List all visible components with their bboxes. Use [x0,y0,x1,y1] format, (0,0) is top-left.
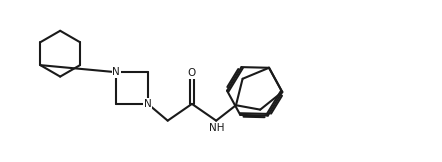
Text: N: N [112,67,120,77]
Text: N: N [144,99,152,109]
Text: O: O [188,68,196,78]
Text: NH: NH [209,123,225,133]
